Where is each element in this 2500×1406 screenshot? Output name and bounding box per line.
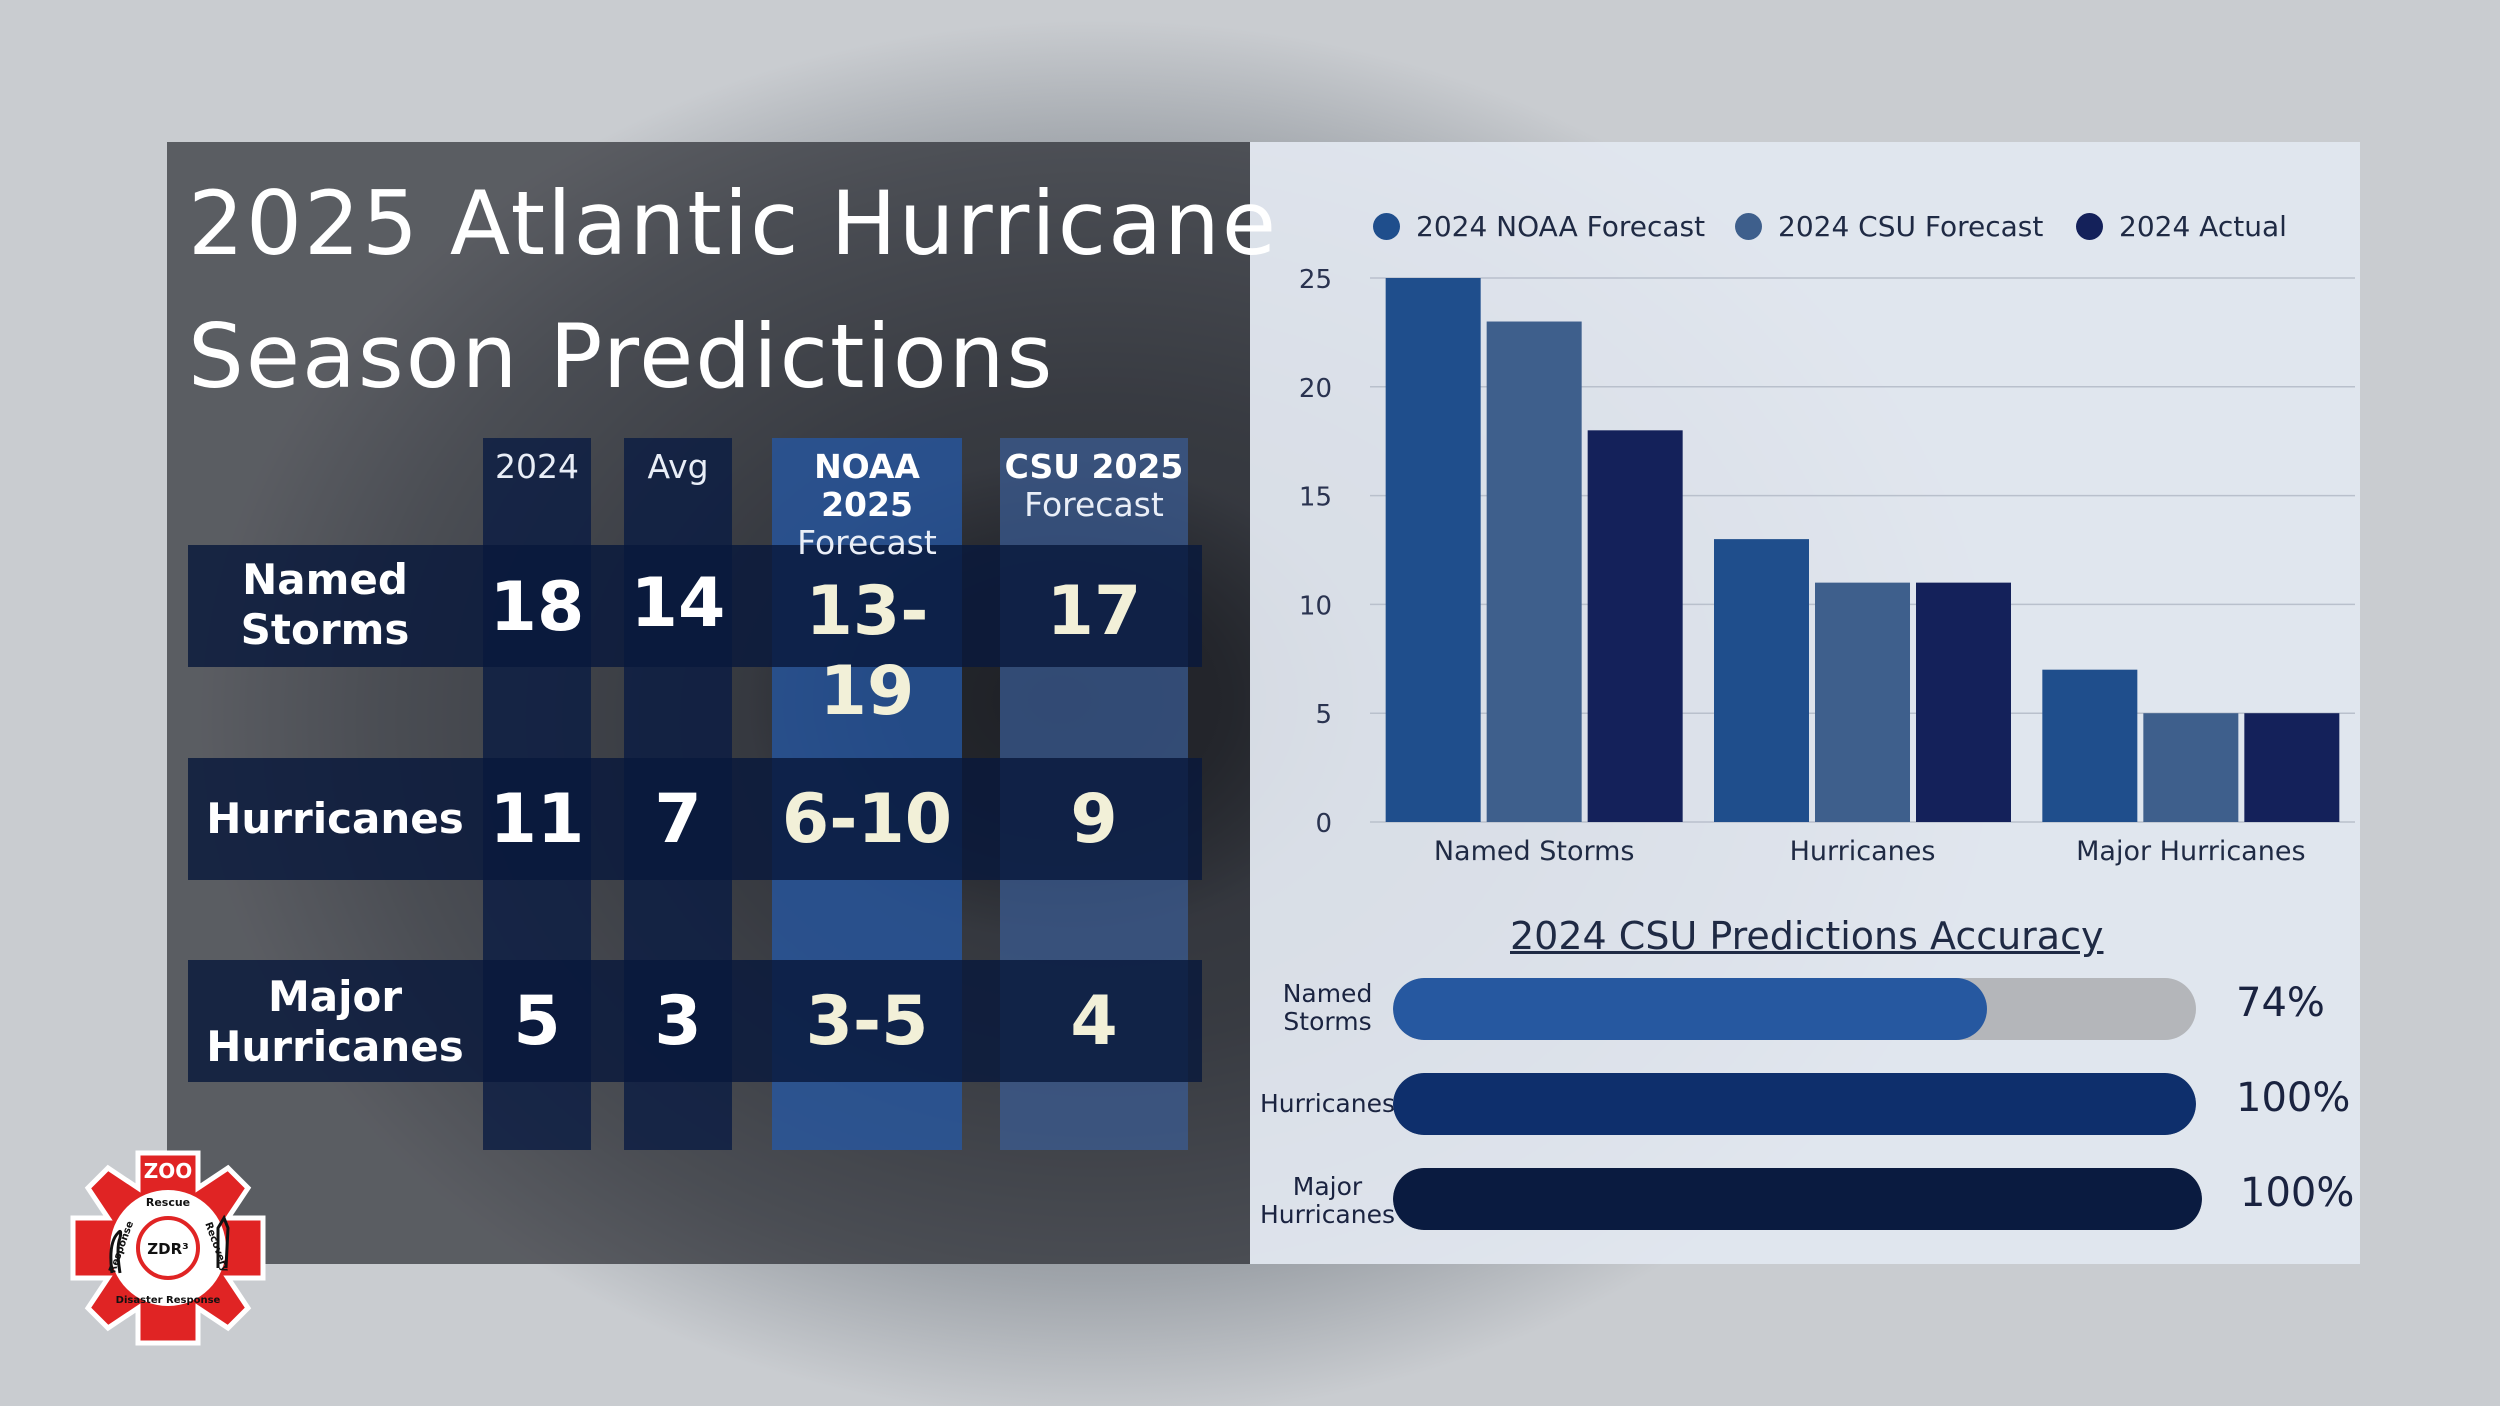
row-label-named-storms: Named Storms [240, 555, 410, 654]
accuracy-track-major-hurricanes [1393, 1168, 2202, 1230]
row-label-hurricanes: Hurricanes [206, 794, 464, 843]
cell-hurricanes-avg: 7 [654, 780, 702, 859]
accuracy-value-hurricanes: 100% [2236, 1075, 2351, 1121]
column-header-2024: 2024 [495, 447, 579, 486]
bar-2024-actual-named-storms [1587, 430, 1683, 822]
bar-2024-csu-forecast-named-storms [1486, 321, 1582, 822]
flamingo-icon [109, 1229, 123, 1274]
legend-swatch-csu [1735, 213, 1762, 240]
accuracy-bar-major-hurricanes [1393, 1168, 2202, 1230]
cell-major-hurricanes-2024: 5 [513, 982, 561, 1061]
bar-2024-noaa-forecast-hurricanes [1714, 539, 1809, 822]
logo-center-text: ZDR³ [147, 1240, 188, 1258]
x-category-label: Hurricanes [1790, 836, 1936, 867]
cell-named-storms-noaa: 13-19 [805, 572, 929, 731]
page-title-line-1: 2025 Atlantic Hurricane [188, 172, 1278, 275]
y-tick-label: 20 [1299, 374, 1332, 404]
cell-named-storms-2024: 18 [489, 568, 585, 647]
y-tick-label: 0 [1315, 809, 1332, 839]
page-title-line-2: Season Predictions [188, 305, 1055, 408]
y-tick-label: 15 [1299, 483, 1332, 513]
accuracy-track-named-storms [1393, 978, 2196, 1040]
bar-2024-actual-major-hurricanes [2244, 713, 2340, 822]
logo-ring-bottom-text: Disaster Response [116, 1295, 221, 1306]
cell-hurricanes-noaa: 6-10 [781, 780, 953, 859]
legend-item-csu: 2024 CSU Forecast [1735, 210, 2043, 243]
bar-2024-csu-forecast-major-hurricanes [2143, 713, 2239, 822]
accuracy-title: 2024 CSU Predictions Accuracy [1510, 914, 2104, 958]
accuracy-label-named-storms: Named Storms [1282, 979, 1373, 1036]
row-band-named-storms [188, 545, 1202, 667]
x-category-label: Named Storms [1434, 836, 1635, 867]
cell-major-hurricanes-avg: 3 [654, 982, 702, 1061]
column-header-noaa: NOAA 2025 Forecast [797, 447, 937, 562]
accuracy-value-named-storms: 74% [2236, 980, 2325, 1026]
bar-2024-noaa-forecast-major-hurricanes [2042, 669, 2138, 822]
row-band-hurricanes [188, 758, 1202, 880]
accuracy-value-major-hurricanes: 100% [2240, 1170, 2355, 1216]
bar-2024-noaa-forecast-named-storms [1385, 278, 1481, 822]
legend-item-noaa: 2024 NOAA Forecast [1373, 210, 1705, 243]
y-tick-label: 10 [1299, 591, 1332, 621]
y-tick-label: 25 [1299, 265, 1332, 295]
column-header-csu: CSU 2025 Forecast [1004, 447, 1184, 524]
accuracy-track-hurricanes [1393, 1073, 2196, 1135]
bar-2024-csu-forecast-hurricanes [1815, 582, 1910, 822]
cell-named-storms-avg: 14 [630, 564, 726, 643]
cell-hurricanes-csu: 9 [1070, 780, 1118, 859]
accuracy-bar-hurricanes [1393, 1073, 2196, 1135]
row-label-major-hurricanes: Major Hurricanes [206, 972, 464, 1071]
cell-major-hurricanes-csu: 4 [1070, 982, 1118, 1061]
legend-item-actual: 2024 Actual [2076, 210, 2287, 243]
giraffe-icon [216, 1214, 230, 1269]
y-tick-label: 5 [1315, 700, 1332, 730]
cell-named-storms-csu: 17 [1046, 572, 1142, 651]
legend-swatch-noaa [1373, 213, 1400, 240]
bar-2024-actual-hurricanes [1916, 582, 2011, 822]
logo-top-text: ZOO [144, 1159, 193, 1183]
row-band-major-hurricanes [188, 960, 1202, 1082]
legend-swatch-actual [2076, 213, 2103, 240]
accuracy-label-hurricanes: Hurricanes [1259, 1089, 1396, 1118]
logo-center-circle [136, 1216, 200, 1280]
x-category-label: Major Hurricanes [2076, 836, 2305, 867]
accuracy-label-major-hurricanes: Major Hurricanes [1259, 1172, 1396, 1229]
cell-hurricanes-2024: 11 [489, 780, 585, 859]
accuracy-bar-named-storms [1393, 978, 1988, 1040]
zdr-logo: ZOO ZDR³ Rescue Disaster Response Respon… [70, 1150, 266, 1346]
column-header-avg: Avg [647, 447, 709, 486]
logo-ring-top-text: Rescue [146, 1196, 190, 1209]
bar-chart: 0 5 10 15 20 25 Named Storms Hurricanes Major Hu… [1299, 265, 2355, 867]
cell-major-hurricanes-noaa: 3-5 [805, 982, 929, 1061]
